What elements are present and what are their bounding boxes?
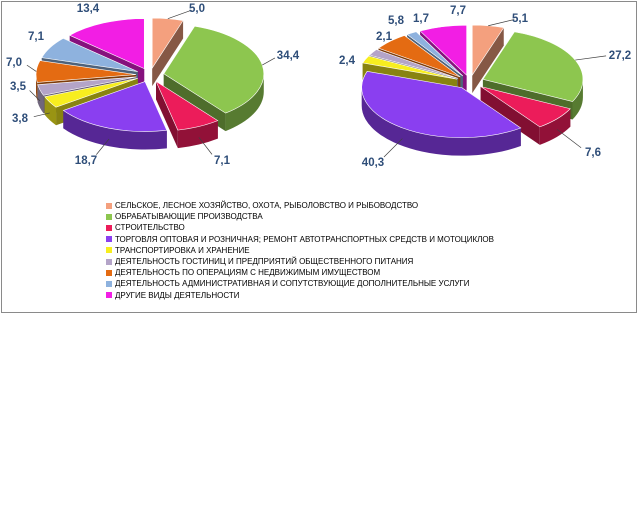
leader-line: [198, 137, 213, 155]
slice-side: [63, 110, 167, 150]
leader-line: [383, 138, 403, 158]
leader-line: [262, 57, 276, 66]
pie-slice: [69, 18, 145, 70]
pie-slice: [482, 31, 584, 102]
leader-line: [96, 138, 110, 155]
legend-label: ТРАНСПОРТИРОВКА И ХРАНЕНИЕ: [115, 245, 250, 255]
legend-label: ДЕЯТЕЛЬНОСТЬ ПО ОПЕРАЦИЯМ С НЕДВИЖИМЫМ И…: [115, 268, 381, 278]
slice-wall: [152, 20, 184, 87]
data-label: 13,4: [77, 3, 100, 15]
leader-line: [575, 55, 607, 61]
pie-chart-2: 5,1 27,2 7,6 40,3 2,4 2,1 5,8 1,7 7,7: [339, 5, 631, 169]
legend-item: ДЕЯТЕЛЬНОСТЬ АДМИНИСТРАТИВНАЯ И СОПУТСТВ…: [106, 278, 606, 289]
pie-slice: [480, 86, 571, 128]
data-label: 5,0: [189, 3, 205, 15]
legend-swatch: [106, 224, 112, 231]
data-label: 1,7: [413, 13, 429, 25]
slice-side: [44, 96, 57, 126]
legend-swatch: [106, 280, 112, 287]
legend: СЕЛЬСКОЕ, ЛЕСНОЕ ХОЗЯЙСТВО, ОХОТА, РЫБОЛ…: [106, 200, 606, 301]
data-label: 7,0: [6, 57, 22, 69]
slice-side: [225, 73, 264, 132]
data-label: 7,1: [28, 31, 45, 43]
slice-side: [36, 74, 38, 101]
legend-swatch: [106, 292, 112, 299]
data-label: 5,1: [512, 13, 529, 25]
slice-wall: [472, 27, 504, 94]
legend-label: СЕЛЬСКОЕ, ЛЕСНОЕ ХОЗЯЙСТВО, ОХОТА, РЫБОЛ…: [115, 201, 419, 211]
pie-chart-1: 5,0 34,4 7,1 18,7 3,8 3,5 7,0 7,1 13,4: [6, 3, 300, 167]
pie-slice: [362, 55, 458, 80]
pie-slice: [37, 76, 137, 96]
pie-slice: [406, 31, 464, 77]
legend-label: ДЕЯТЕЛЬНОСТЬ АДМИНИСТРАТИВНАЯ И СОПУТСТВ…: [115, 279, 470, 289]
legend-swatch: [106, 258, 112, 265]
data-label: 18,7: [75, 155, 97, 167]
legend-item: ТОРГОВЛЯ ОПТОВАЯ И РОЗНИЧНАЯ; РЕМОНТ АВТ…: [106, 234, 606, 245]
data-label: 34,4: [277, 50, 300, 62]
data-label: 7,6: [585, 147, 601, 159]
legend-item: СТРОИТЕЛЬСТВО: [106, 222, 606, 233]
legend-swatch: [106, 236, 112, 243]
data-label: 7,1: [214, 155, 231, 167]
legend-label: СТРОИТЕЛЬСТВО: [115, 223, 185, 233]
legend-label: ТОРГОВЛЯ ОПТОВАЯ И РОЗНИЧНАЯ; РЕМОНТ АВТ…: [115, 234, 494, 244]
legend-item: ДРУГИЕ ВИДЫ ДЕЯТЕЛЬНОСТИ: [106, 290, 606, 301]
leader-line: [557, 129, 582, 149]
slice-wall: [156, 81, 178, 149]
legend-swatch: [106, 202, 112, 209]
legend-item: ДЕЯТЕЛЬНОСТЬ ГОСТИНИЦ И ПРЕДПРИЯТИЙ ОБЩЕ…: [106, 256, 606, 267]
slice-side: [37, 84, 44, 114]
pie-slice: [35, 60, 137, 83]
legend-item: ДЕЯТЕЛЬНОСТЬ ПО ОПЕРАЦИЯМ С НЕДВИЖИМЫМ И…: [106, 267, 606, 278]
data-label: 3,8: [12, 113, 29, 125]
pie-slice: [62, 81, 168, 132]
leader-line: [33, 112, 50, 118]
slice-side: [361, 87, 521, 156]
leader-line: [167, 9, 192, 20]
data-label: 5,8: [388, 15, 405, 27]
legend-swatch: [106, 213, 112, 220]
legend-swatch: [106, 269, 112, 276]
legend-label: ОБРАБАТЫВАЮЩИЕ ПРОИЗВОДСТВА: [115, 212, 263, 222]
slice-side: [539, 108, 571, 145]
pie-slice: [419, 24, 467, 76]
data-label: 2,1: [376, 31, 393, 43]
data-label: 3,5: [10, 81, 27, 93]
leader-line: [29, 90, 41, 102]
slice-side: [177, 120, 218, 149]
legend-label: ДЕЯТЕЛЬНОСТЬ ГОСТИНИЦ И ПРЕДПРИЯТИЙ ОБЩЕ…: [115, 257, 414, 267]
legend-item: ОБРАБАТЫВАЮЩИЕ ПРОИЗВОДСТВА: [106, 211, 606, 222]
legend-item: СЕЛЬСКОЕ, ЛЕСНОЕ ХОЗЯЙСТВО, ОХОТА, РЫБОЛ…: [106, 200, 606, 211]
pie-slice: [44, 78, 138, 108]
leader-line: [26, 64, 37, 72]
slice-side: [572, 79, 583, 120]
pie-slice: [163, 25, 265, 114]
pie-slice: [377, 35, 461, 78]
pie-slice: [155, 80, 219, 131]
leader-line: [488, 19, 515, 27]
slice-wall: [480, 86, 540, 145]
pie-slice: [368, 49, 459, 79]
pie-slice: [41, 37, 138, 72]
legend-item: ТРАНСПОРТИРОВКА И ХРАНЕНИЕ: [106, 245, 606, 256]
pie-slice: [361, 71, 522, 138]
data-label: 7,7: [450, 5, 466, 17]
slice-wall: [44, 78, 138, 115]
data-label: 2,4: [339, 55, 356, 67]
data-label: 27,2: [609, 50, 631, 62]
data-label: 40,3: [362, 157, 384, 169]
legend-swatch: [106, 247, 112, 254]
legend-label: ДРУГИЕ ВИДЫ ДЕЯТЕЛЬНОСТИ: [115, 290, 240, 300]
